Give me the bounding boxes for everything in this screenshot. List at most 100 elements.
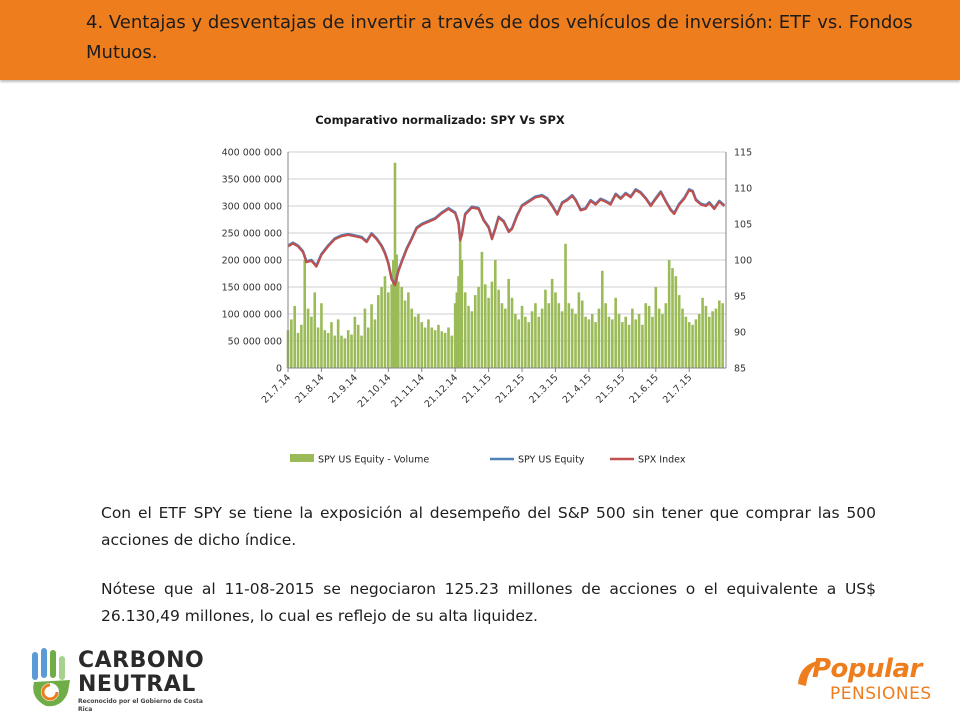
legend-label: SPY US Equity - Volume <box>318 455 429 466</box>
volume-bar <box>641 324 644 368</box>
volume-bar <box>420 322 424 368</box>
volume-bar <box>540 308 544 368</box>
volume-bar <box>624 316 627 368</box>
volume-bar <box>363 308 367 368</box>
volume-bar <box>647 305 651 368</box>
x-tick-label: 21.9.14 <box>327 372 360 405</box>
y-left-tick-label: 100 000 000 <box>222 310 282 321</box>
volume-bar <box>554 292 557 368</box>
volume-bar <box>346 330 350 368</box>
volume-bar <box>524 316 527 368</box>
volume-bar <box>370 304 373 368</box>
volume-bar <box>395 254 398 368</box>
x-tick-label: 21.2.15 <box>494 372 527 405</box>
volume-bar <box>427 319 430 368</box>
volume-bar <box>493 260 497 368</box>
volume-bar <box>504 308 507 368</box>
volume-bar <box>310 316 313 368</box>
volume-bar <box>320 303 323 368</box>
volume-bar <box>544 289 547 368</box>
volume-bar <box>564 243 567 368</box>
carbono-neutral-logo: CARBONO NEUTRAL Reconocido por el Gobier… <box>28 646 208 713</box>
volume-bar <box>300 324 303 368</box>
volume-bar <box>597 308 601 368</box>
volume-bar <box>580 300 584 368</box>
volume-bar <box>303 260 307 368</box>
volume-bar <box>584 316 587 368</box>
volume-bar <box>510 297 514 368</box>
volume-bar <box>440 331 444 368</box>
logo-word-carbono: CARBONO <box>78 648 205 673</box>
paragraph-liquidity: Nótese que al 11-08-2015 se negociaron 1… <box>101 580 876 625</box>
volume-bar <box>681 308 684 368</box>
volume-bar <box>397 281 400 368</box>
volume-bar <box>450 335 454 368</box>
volume-bar <box>323 330 327 368</box>
volume-bar <box>657 308 661 368</box>
volume-bar <box>550 278 554 368</box>
volume-bar <box>473 295 477 368</box>
volume-bar <box>530 311 534 368</box>
volume-bar <box>634 319 638 368</box>
volume-bar <box>614 297 617 368</box>
x-tick-label: 21.4.15 <box>561 372 594 405</box>
y-left-tick-label: 0 <box>276 364 282 375</box>
logo-word-pensiones: PENSIONES <box>830 684 932 704</box>
volume-bar <box>480 251 484 368</box>
x-tick-label: 21.8.14 <box>293 372 326 405</box>
hand-print-icon <box>32 648 70 707</box>
volume-bar <box>667 260 671 368</box>
logo-word-neutral: NEUTRAL <box>78 672 196 697</box>
volume-bar <box>594 322 597 368</box>
volume-bar <box>316 327 320 368</box>
y-left-tick-label: 250 000 000 <box>222 229 282 240</box>
volume-bar <box>590 314 594 368</box>
legend-label: SPY US Equity <box>518 455 585 466</box>
volume-bar <box>387 292 390 368</box>
volume-bar <box>661 314 664 368</box>
volume-bar <box>611 319 614 368</box>
volume-bar <box>507 278 510 368</box>
y-right-tick-label: 90 <box>734 328 746 339</box>
volume-bar <box>350 334 353 368</box>
x-tick-label: 21.6.15 <box>627 372 660 405</box>
volume-bar <box>627 324 631 368</box>
volume-bar <box>460 260 464 368</box>
price-lines <box>287 188 726 287</box>
logo-tagline: Reconocido por el Gobierno de Costa Rica <box>78 698 203 713</box>
volume-bar <box>306 308 310 368</box>
volume-bar <box>664 303 668 368</box>
volume-bar <box>631 308 634 368</box>
volume-bar <box>621 322 624 368</box>
x-tick-label: 21.10.14 <box>356 372 394 410</box>
volume-bar <box>400 287 403 368</box>
volume-bar <box>527 322 531 368</box>
volume-bar <box>560 311 564 368</box>
volume-bar <box>453 303 457 368</box>
volume-bar <box>343 338 347 368</box>
volume-bar <box>458 241 462 368</box>
volume-bar <box>691 324 694 368</box>
volume-bar <box>721 303 724 368</box>
volume-bar <box>290 319 293 368</box>
volume-bar <box>677 295 681 368</box>
y-right-tick-label: 115 <box>734 148 752 159</box>
volume-bar <box>711 311 714 368</box>
volume-bar <box>356 324 360 368</box>
volume-bar <box>570 308 574 368</box>
volume-bar <box>403 300 407 368</box>
volume-bar <box>500 303 504 368</box>
volume-bar <box>671 268 674 368</box>
volume-bar <box>684 316 688 368</box>
volume-bar <box>704 305 708 368</box>
spx-index-line <box>287 189 726 287</box>
y-left-tick-label: 50 000 000 <box>228 337 282 348</box>
y-right-tick-label: 95 <box>734 292 746 303</box>
volume-bar <box>574 314 577 368</box>
y-right-tick-label: 105 <box>734 220 752 231</box>
chart-title: Comparativo normalizado: SPY Vs SPX <box>315 113 565 127</box>
y-left-tick-label: 300 000 000 <box>222 202 282 213</box>
volume-bar <box>534 303 537 368</box>
paragraph-spy-exposure: Con el ETF SPY se tiene la exposición al… <box>101 504 876 549</box>
volume-bar <box>293 305 296 368</box>
